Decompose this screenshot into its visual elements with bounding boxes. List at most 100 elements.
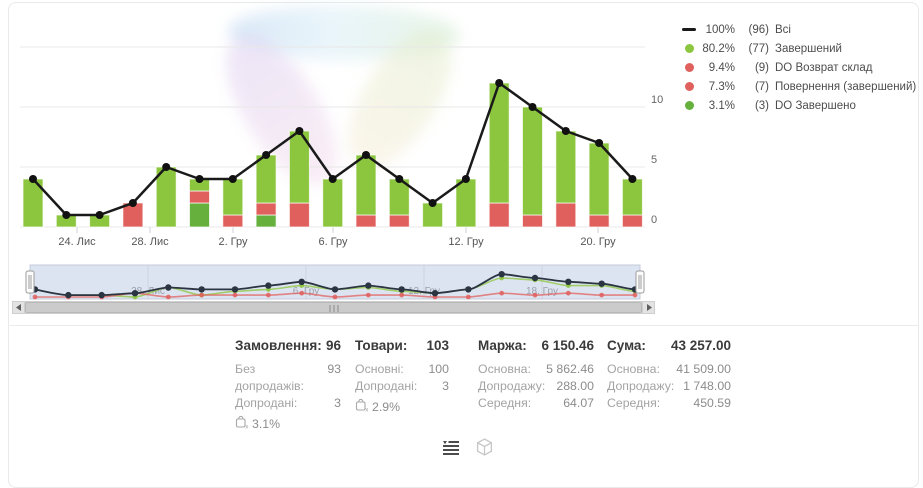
stat-column-1: Товари: 103 Основні: 100 Допродані: 3 x 2.9%	[355, 338, 449, 415]
stat-value: 3	[442, 379, 449, 393]
line-point[interactable]	[262, 151, 271, 159]
legend-name: DO Возврат склад	[775, 61, 873, 74]
line-point[interactable]	[195, 175, 204, 183]
legend-pct: 80.2%	[702, 42, 735, 55]
legend-pct: 100%	[705, 23, 735, 36]
chart-legend: 100% (96) Всі 80.2% (77) Завершений 9.4% (9) DO …	[681, 20, 916, 115]
stat-column-2: Маржа: 6 150.46 Основна: 5 862.46 Допродажу:…	[478, 338, 594, 412]
stat-value: 288.00	[556, 379, 594, 393]
stat-value: 450.59	[693, 396, 731, 410]
scrollbar-grip-icon	[329, 305, 338, 312]
stat-title: Замовлення:	[235, 338, 322, 353]
package-cube-icon[interactable]	[475, 438, 493, 456]
legend-pct: 9.4%	[708, 61, 735, 74]
stat-label: Основна:	[478, 362, 531, 376]
stat-value: 1 748.00	[683, 379, 731, 393]
scrollbar-track[interactable]	[25, 301, 642, 314]
stat-label: Основна:	[607, 362, 660, 376]
upsell-rate-value: 3.1%	[252, 416, 281, 431]
legend-cnt: (3)	[754, 99, 769, 112]
stat-value: 93	[327, 362, 341, 376]
view-toggle-icons	[441, 438, 493, 456]
stat-label: Допродані:	[355, 379, 418, 393]
legend-item-2[interactable]: 9.4% (9) DO Возврат склад	[681, 58, 916, 77]
line-point[interactable]	[62, 211, 71, 219]
stat-total: 103	[426, 338, 449, 353]
legend-item-3[interactable]: 7.3% (7) Повернення (завершений)	[681, 77, 916, 96]
stat-title: Сума:	[607, 338, 646, 353]
legend-item-4[interactable]: 3.1% (3) DO Завершено	[681, 96, 916, 115]
navigator-date-label: 6. Гру	[293, 286, 319, 297]
stat-title: Маржа:	[478, 338, 527, 353]
line-point[interactable]	[162, 163, 171, 171]
line-point[interactable]	[595, 139, 604, 147]
stat-label: Середня:	[607, 396, 661, 410]
chart-navigator[interactable]: 28. Лис 6. Гру 12. Гру 18. Гру	[0, 0, 680, 300]
line-point[interactable]	[561, 127, 570, 135]
scrollbar-left-arrow-icon[interactable]	[12, 301, 25, 314]
legend-name: Повернення (завершений)	[775, 80, 917, 93]
upsell-rate-value: 2.9%	[372, 399, 401, 414]
stat-label: Допродані:	[235, 396, 298, 410]
stat-value: 3	[334, 396, 341, 410]
x-axis-label: 28. Лис	[131, 236, 169, 248]
svg-text:x: x	[365, 407, 368, 413]
stat-row: Основна: 41 509.00	[607, 361, 731, 378]
stat-total: 43 257.00	[670, 338, 731, 353]
line-point[interactable]	[495, 79, 504, 87]
stat-label: Допродажу:	[607, 379, 675, 393]
upsell-rate: x 3.1%	[235, 415, 341, 432]
stat-value: 100	[428, 362, 449, 376]
line-point[interactable]	[29, 175, 37, 183]
x-axis-label: 6. Гру	[318, 236, 348, 248]
line-point[interactable]	[95, 211, 104, 219]
x-axis-label: 2. Гру	[218, 236, 248, 248]
stat-column-0: Замовлення: 96 Без допродажів: 93 Допродані:…	[235, 338, 341, 432]
line-point[interactable]	[628, 175, 637, 183]
stat-label: Основні:	[355, 362, 404, 376]
legend-pct: 7.3%	[708, 80, 735, 93]
stat-row: Основна: 5 862.46	[478, 361, 594, 378]
y-axis-label: 10	[651, 94, 663, 106]
stat-label: Середня:	[478, 396, 532, 410]
line-point[interactable]	[428, 199, 437, 207]
legend-cnt: (9)	[754, 61, 769, 74]
chart-scrollbar[interactable]	[12, 301, 655, 314]
x-axis-label: 24. Лис	[58, 236, 96, 248]
legend-dot-icon	[681, 101, 697, 110]
stat-row: Середня: 64.07	[478, 395, 594, 412]
stat-total: 6 150.46	[541, 338, 594, 353]
line-point[interactable]	[328, 175, 337, 183]
line-point[interactable]	[362, 151, 370, 159]
legend-item-1[interactable]: 80.2% (77) Завершений	[681, 39, 916, 58]
summary-list-icon[interactable]	[441, 438, 459, 456]
section-divider	[8, 325, 919, 326]
stat-row: Допродані: 3	[235, 395, 341, 412]
line-point[interactable]	[461, 175, 470, 183]
navigator-right-handle[interactable]	[635, 270, 645, 294]
legend-cnt: (77)	[748, 42, 769, 55]
scrollbar-thumb[interactable]	[25, 302, 642, 313]
line-point[interactable]	[395, 175, 404, 183]
scrollbar-right-arrow-icon[interactable]	[642, 301, 655, 314]
stat-label: Без допродажів:	[235, 362, 305, 393]
stat-title: Товари:	[355, 338, 408, 353]
legend-item-0[interactable]: 100% (96) Всі	[681, 20, 916, 39]
navigator-date-label: 18. Гру	[526, 286, 558, 297]
navigator-left-handle[interactable]	[25, 270, 35, 294]
legend-dot-icon	[681, 44, 697, 53]
stat-value: 64.07	[563, 396, 594, 410]
line-point[interactable]	[128, 199, 137, 207]
x-axis-label: 12. Гру	[448, 236, 484, 248]
legend-name: Всі	[775, 23, 791, 36]
y-axis-label: 5	[651, 154, 657, 166]
stat-total: 96	[325, 338, 341, 353]
legend-cnt: (96)	[748, 23, 769, 36]
line-point[interactable]	[228, 175, 237, 183]
x-axis-label: 20. Гру	[580, 236, 616, 248]
line-point[interactable]	[295, 127, 304, 135]
y-axis-label: 0	[651, 214, 657, 226]
orders-chart[interactable]: 0 5 10 24. Лис 28. Лис 2. Гру 6. Гру 12. Гру 20.…	[0, 0, 680, 260]
stat-row: Середня: 450.59	[607, 395, 731, 412]
line-point[interactable]	[528, 103, 537, 111]
